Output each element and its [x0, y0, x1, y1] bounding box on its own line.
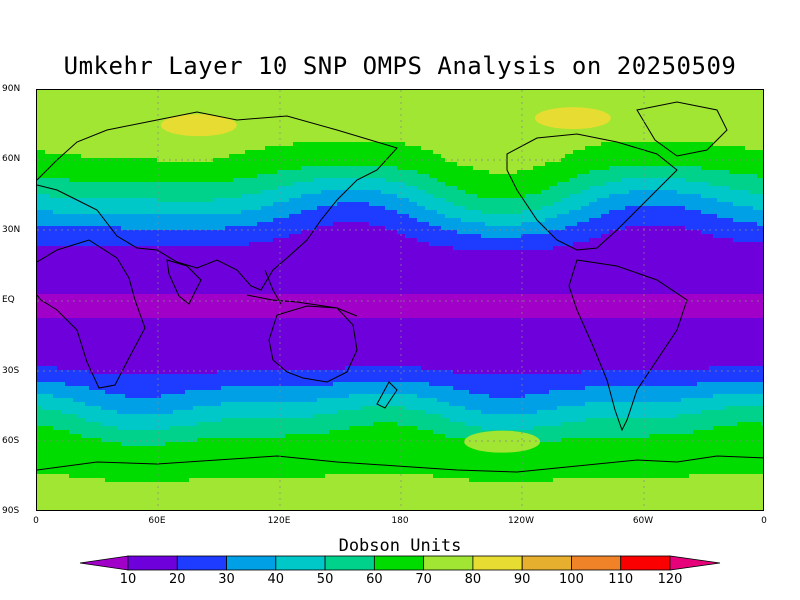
lat-label-eq: EQ	[2, 295, 15, 305]
colorbar-min-arrow	[79, 555, 129, 571]
colorbar-label: 10	[119, 572, 137, 587]
colorbar-max-arrow	[669, 555, 721, 571]
ozone-field	[37, 90, 763, 510]
lat-label-30s: 30S	[2, 366, 20, 376]
nz-coast	[376, 381, 398, 409]
colorbar-swatch	[521, 555, 572, 571]
colorbar-label: 50	[316, 572, 334, 587]
chart-title: Umkehr Layer 10 SNP OMPS Analysis on 202…	[63, 52, 737, 80]
colorbar	[79, 555, 721, 571]
colorbar-label: 100	[559, 572, 584, 587]
colorbar-label: 70	[415, 572, 432, 587]
lat-label-90n: 90N	[2, 84, 21, 94]
colorbar-swatch	[176, 555, 227, 571]
colorbar-swatch	[571, 555, 622, 571]
lat-label-60s: 60S	[2, 436, 20, 446]
feature-patch-2	[464, 430, 541, 453]
colorbar-swatch	[324, 555, 375, 571]
lon-label-0-right: 0	[761, 516, 767, 526]
india-coast	[166, 259, 202, 305]
gridlines	[37, 90, 763, 510]
colorbar-label: 90	[513, 572, 531, 587]
colorbar-label: 30	[218, 572, 235, 587]
eurasia-coast	[37, 111, 398, 291]
lon-label-0: 0	[33, 516, 39, 526]
lon-label-120w: 120W	[507, 516, 535, 526]
colorbar-label: 80	[464, 572, 482, 587]
lat-label-90s: 90S	[2, 506, 20, 516]
feature-patch-0	[160, 114, 237, 137]
lon-label-180: 180	[391, 516, 409, 526]
colorbar-label: 120	[657, 572, 683, 587]
colorbar-swatch	[226, 555, 277, 571]
colorbar-label: 110	[608, 572, 634, 587]
antarctica-coast	[37, 455, 763, 473]
south-america-coast	[568, 259, 688, 432]
colorbar-swatch	[373, 555, 425, 571]
lat-label-60n: 60N	[2, 154, 21, 164]
australia-coast	[268, 305, 358, 383]
feature-patch-1	[534, 107, 611, 130]
africa-coast	[37, 239, 146, 389]
colorbar-swatch	[472, 555, 523, 571]
lon-label-60w: 60W	[632, 516, 654, 526]
coastlines	[37, 101, 763, 473]
sea-islands	[246, 269, 358, 317]
colorbar-label: 20	[168, 572, 186, 587]
colorbar-swatch	[620, 555, 671, 571]
colorbar-swatch	[127, 555, 178, 571]
contour-bands	[37, 90, 763, 510]
north-america-coast	[506, 133, 678, 251]
lon-label-120e: 120E	[267, 516, 291, 526]
colorbar-label: 60	[366, 572, 383, 587]
colorbar-swatch	[423, 555, 474, 571]
greenland-coast	[636, 101, 728, 157]
lat-label-30n: 30N	[2, 225, 21, 235]
colorbar-label: 40	[267, 572, 285, 587]
lon-label-60e: 60E	[148, 516, 166, 526]
colorbar-title: Dobson Units	[338, 536, 462, 556]
colorbar-swatch	[275, 555, 326, 571]
map-area	[36, 89, 764, 511]
